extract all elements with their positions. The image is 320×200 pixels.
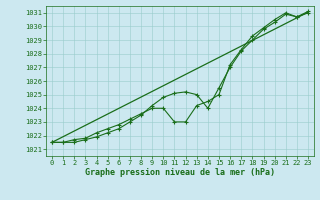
X-axis label: Graphe pression niveau de la mer (hPa): Graphe pression niveau de la mer (hPa) [85,168,275,177]
